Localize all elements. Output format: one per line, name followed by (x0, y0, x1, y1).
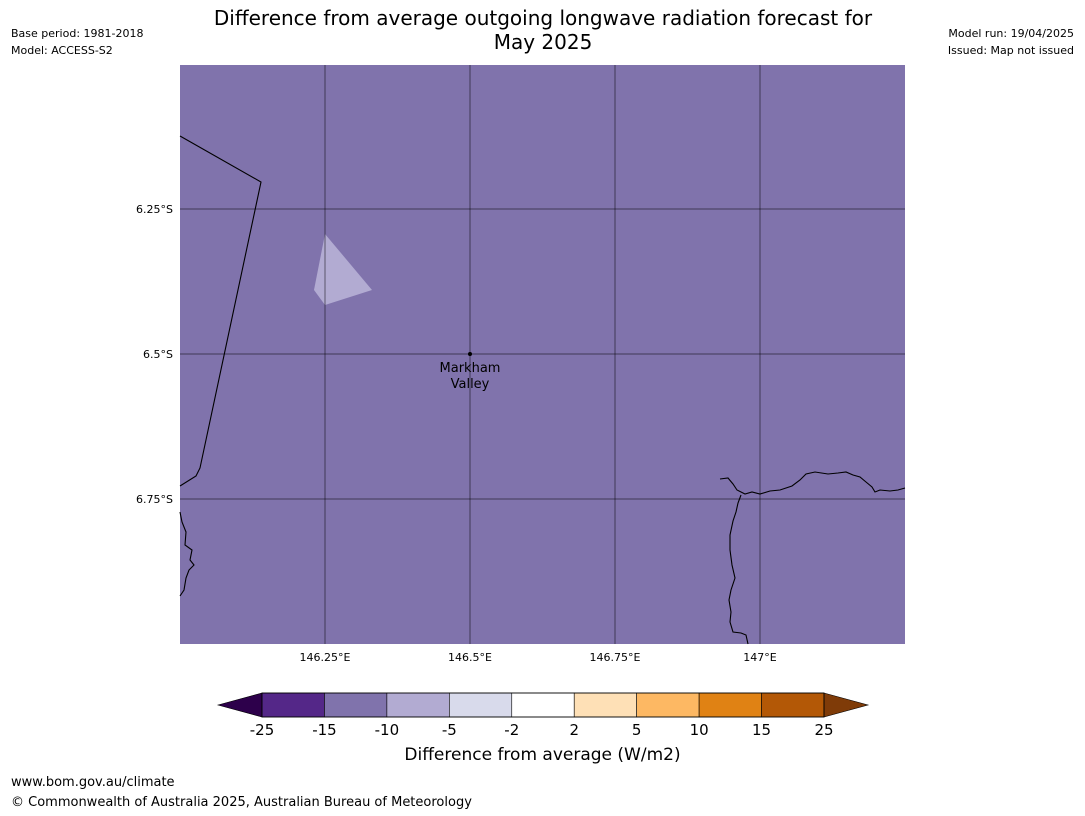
colorbar-frame (261, 692, 825, 718)
colorbar-tick-label: -15 (312, 721, 337, 739)
colorbar-tick-label: 5 (632, 721, 642, 739)
colorbar-segment (636, 692, 700, 718)
coastline-east (728, 494, 749, 645)
colorbar-segments (261, 692, 825, 718)
colorbar-high-extend (823, 692, 870, 718)
lat-label: 6.25°S (136, 203, 173, 216)
model-run-text: Model run: 19/04/2025 (948, 27, 1074, 40)
colorbar-segment (698, 692, 762, 718)
footer-url[interactable]: www.bom.gov.au/climate (11, 775, 175, 790)
colorbar-tick-label: 10 (690, 721, 709, 739)
colorbar-segment (761, 692, 825, 718)
colorbar-label: Difference from average (W/m2) (404, 745, 681, 765)
colorbar-tick-label: 2 (569, 721, 579, 739)
header-right-meta: Model run: 19/04/2025 Issued: Map not is… (948, 25, 1074, 59)
colorbar-segment (386, 692, 450, 718)
colorbar-segment (573, 692, 637, 718)
title-line-1: Difference from average outgoing longwav… (213, 6, 873, 30)
footer-copyright: © Commonwealth of Australia 2025, Austra… (11, 795, 472, 810)
lat-label: 6.5°S (143, 348, 173, 361)
lon-label: 147°E (743, 651, 776, 664)
colorbar-tick-label: -10 (375, 721, 400, 739)
lon-label: 146.25°E (300, 651, 351, 664)
colorbar-tick-label: -25 (250, 721, 275, 739)
coastline-southwest (179, 511, 195, 597)
location-marker (468, 352, 472, 356)
header-left-meta: Base period: 1981-2018 Model: ACCESS-S2 (11, 25, 143, 59)
colorbar-tick-label: -2 (504, 721, 519, 739)
colorbar-segment (511, 692, 575, 718)
issued-text: Issued: Map not issued (947, 44, 1074, 57)
colorbar-tick-label: -5 (442, 721, 457, 739)
location-label-line-2: Valley (451, 377, 490, 392)
model-text: Model: ACCESS-S2 (11, 44, 113, 57)
colorbar-low-extend (216, 692, 263, 718)
border-line-west (179, 135, 262, 487)
colorbar-segment (324, 692, 388, 718)
coastline-northeast (719, 471, 906, 495)
colorbar-tick-labels: -25 -15 -10 -5 -2 2 5 10 15 25 (250, 721, 834, 739)
colorbar-segment (449, 692, 513, 718)
colorbar-tick-label: 25 (814, 721, 833, 739)
anomaly-patch (314, 234, 372, 305)
title-line-2: May 2025 (493, 30, 593, 54)
location-label-line-1: Markham (440, 361, 501, 376)
colorbar-segment (261, 692, 325, 718)
colorbar-tick-label: 15 (752, 721, 771, 739)
lon-label: 146.5°E (448, 651, 492, 664)
base-period-text: Base period: 1981-2018 (11, 27, 144, 40)
lat-label: 6.75°S (136, 493, 173, 506)
map-title: Difference from average outgoing longwav… (193, 6, 893, 54)
lon-label: 146.75°E (590, 651, 641, 664)
